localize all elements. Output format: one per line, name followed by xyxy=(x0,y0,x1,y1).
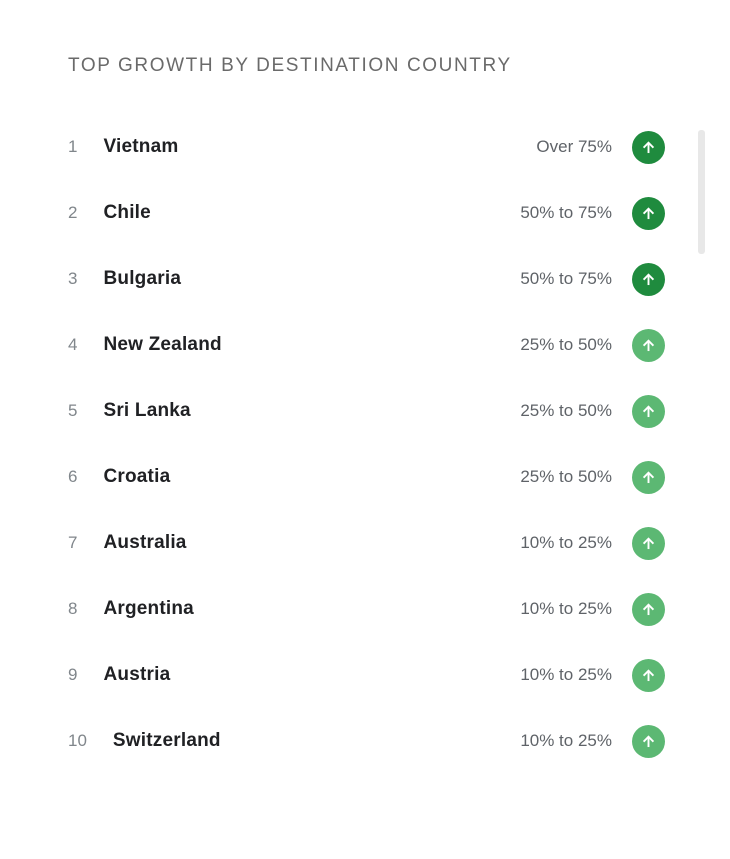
growth-badge xyxy=(632,526,665,560)
growth-badge xyxy=(632,724,665,758)
growth-badge xyxy=(632,460,665,494)
rank-number: 7 xyxy=(68,533,78,552)
country-name: Argentina xyxy=(103,598,194,619)
up-arrow-icon xyxy=(642,734,655,747)
rank-number: 6 xyxy=(68,467,78,486)
table-row: 9 Austria 10% to 25% xyxy=(68,642,665,708)
growth-range-value: 10% to 25% xyxy=(520,665,612,684)
growth-range-value: 10% to 25% xyxy=(520,731,612,750)
rank-number: 8 xyxy=(68,599,78,618)
growth-range-value: 25% to 50% xyxy=(520,467,612,486)
rank-number: 1 xyxy=(68,137,78,156)
table-row: 7 Australia 10% to 25% xyxy=(68,510,665,576)
growth-badge xyxy=(632,658,665,692)
scrollbar-thumb[interactable] xyxy=(698,130,705,254)
growth-badge xyxy=(632,262,665,296)
country-name: Chile xyxy=(103,202,151,223)
table-row: 1 Vietnam Over 75% xyxy=(68,114,665,180)
rank-number: 5 xyxy=(68,401,78,420)
country-name: Croatia xyxy=(103,466,171,487)
growth-range-value: 25% to 50% xyxy=(520,401,612,420)
growth-badge xyxy=(632,328,665,362)
top-growth-card: TOP GROWTH BY DESTINATION COUNTRY 1 Viet… xyxy=(68,55,665,774)
growth-badge xyxy=(632,196,665,230)
up-arrow-icon xyxy=(642,272,655,285)
country-name: Vietnam xyxy=(103,136,179,157)
country-name: New Zealand xyxy=(103,334,222,355)
up-arrow-icon xyxy=(642,338,655,351)
country-name: Switzerland xyxy=(112,730,221,751)
rank-number: 9 xyxy=(68,665,78,684)
up-arrow-icon xyxy=(642,668,655,681)
rank-number: 4 xyxy=(68,335,78,354)
up-arrow-icon xyxy=(642,140,655,153)
growth-badge xyxy=(632,130,665,164)
growth-badge xyxy=(632,394,665,428)
up-arrow-icon xyxy=(642,536,655,549)
up-arrow-icon xyxy=(642,404,655,417)
growth-range-value: Over 75% xyxy=(536,137,612,156)
rank-number: 10 xyxy=(68,731,87,750)
destination-rank-list: 1 Vietnam Over 75% 2 Chile 50% to 75% 3 … xyxy=(68,114,665,774)
country-name: Bulgaria xyxy=(103,268,182,289)
growth-range-value: 50% to 75% xyxy=(520,269,612,288)
up-arrow-icon xyxy=(642,470,655,483)
growth-range-value: 10% to 25% xyxy=(520,533,612,552)
growth-range-value: 25% to 50% xyxy=(520,335,612,354)
table-row: 6 Croatia 25% to 50% xyxy=(68,444,665,510)
rank-number: 2 xyxy=(68,203,78,222)
card-title: TOP GROWTH BY DESTINATION COUNTRY xyxy=(68,55,512,76)
country-name: Sri Lanka xyxy=(103,400,191,421)
growth-range-value: 10% to 25% xyxy=(520,599,612,618)
up-arrow-icon xyxy=(642,602,655,615)
country-name: Australia xyxy=(103,532,187,553)
table-row: 10 Switzerland 10% to 25% xyxy=(68,708,665,774)
table-row: 3 Bulgaria 50% to 75% xyxy=(68,246,665,312)
growth-range-value: 50% to 75% xyxy=(520,203,612,222)
table-row: 4 New Zealand 25% to 50% xyxy=(68,312,665,378)
country-name: Austria xyxy=(103,664,171,685)
table-row: 8 Argentina 10% to 25% xyxy=(68,576,665,642)
table-row: 5 Sri Lanka 25% to 50% xyxy=(68,378,665,444)
up-arrow-icon xyxy=(642,206,655,219)
rank-number: 3 xyxy=(68,269,78,288)
table-row: 2 Chile 50% to 75% xyxy=(68,180,665,246)
growth-badge xyxy=(632,592,665,626)
